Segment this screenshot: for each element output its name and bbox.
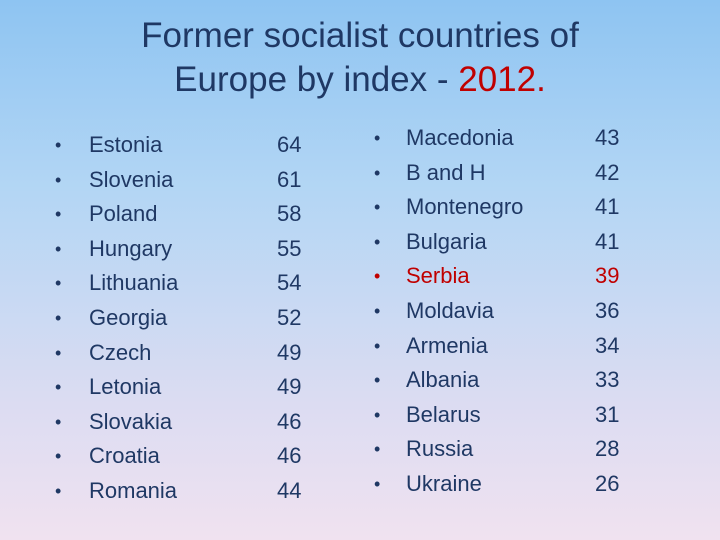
bullet-icon: • (55, 377, 62, 398)
bullet-icon: • (55, 204, 62, 225)
country-index-value: 46 (277, 408, 302, 434)
bullet-icon: • (55, 307, 62, 328)
bullet-icon: • (374, 197, 381, 218)
bullet-icon: • (374, 439, 381, 460)
title-year: 2012. (458, 60, 546, 99)
country-name: Bulgaria (406, 228, 487, 254)
title-line-1: Former socialist countries of (141, 16, 579, 55)
bullet-icon: • (55, 411, 62, 432)
bullet-icon: • (55, 135, 62, 155)
bullet-icon: • (55, 169, 62, 190)
bullet-icon: • (374, 300, 381, 321)
bullet-icon: • (55, 342, 62, 363)
country-name: Hungary (89, 235, 173, 261)
country-index-value: 43 (595, 125, 620, 150)
country-index-value: 44 (277, 477, 302, 503)
country-index-value: 42 (595, 159, 620, 185)
country-index-value: 34 (595, 332, 620, 358)
country-name: Letonia (89, 374, 162, 400)
country-name: Slovenia (89, 166, 174, 192)
country-name: Belarus (406, 401, 481, 427)
bullet-icon: • (374, 370, 381, 391)
bullet-icon: • (374, 335, 381, 356)
country-name: Czech (89, 339, 152, 365)
country-index-value: 41 (595, 228, 620, 254)
country-name: Albania (406, 367, 480, 393)
country-name: Montenegro (406, 194, 524, 220)
bullet-icon: • (55, 273, 62, 294)
country-index-value: 36 (595, 297, 620, 323)
bullet-icon: • (55, 238, 62, 259)
country-index-value: 58 (277, 201, 302, 227)
bullet-icon: • (55, 446, 62, 467)
country-index-value: 52 (277, 304, 302, 330)
bullet-icon: • (55, 480, 62, 501)
country-name: Ukraine (406, 470, 482, 496)
country-index-value: 39 (595, 263, 620, 289)
country-name: Armenia (406, 332, 488, 358)
country-index-value: 64 (277, 132, 302, 157)
bullet-icon: • (374, 404, 381, 425)
country-name: Macedonia (406, 125, 514, 150)
country-name: B and H (406, 159, 486, 185)
country-name: Lithuania (89, 270, 179, 296)
country-name: Estonia (89, 132, 163, 157)
bullet-icon: • (374, 266, 381, 287)
country-name: Poland (89, 201, 158, 227)
country-name: Georgia (89, 304, 168, 330)
bullet-icon: • (374, 473, 381, 494)
country-index-value: 31 (595, 401, 620, 427)
country-index-value: 54 (277, 270, 302, 296)
country-name: Russia (406, 436, 474, 462)
slide-title: Former socialist countries of Europe by … (0, 14, 720, 102)
country-index-value: 49 (277, 339, 302, 365)
bullet-icon: • (374, 128, 381, 148)
bullet-icon: • (374, 162, 381, 183)
country-name: Croatia (89, 443, 160, 469)
bullet-icon: • (374, 231, 381, 252)
country-index-value: 41 (595, 194, 620, 220)
country-index-value: 46 (277, 443, 302, 469)
country-index-value: 33 (595, 367, 620, 393)
country-name: Serbia (406, 263, 470, 289)
country-index-value: 55 (277, 235, 302, 261)
country-name: Moldavia (406, 297, 495, 323)
country-name: Slovakia (89, 408, 173, 434)
country-name: Romania (89, 477, 178, 503)
country-index-value: 28 (595, 436, 620, 462)
title-prefix: Europe by index - (174, 60, 459, 99)
title-line-2: Europe by index - 2012. (0, 58, 720, 102)
country-index-value: 26 (595, 470, 620, 496)
country-index-value: 49 (277, 374, 302, 400)
country-index-value: 61 (277, 166, 302, 192)
